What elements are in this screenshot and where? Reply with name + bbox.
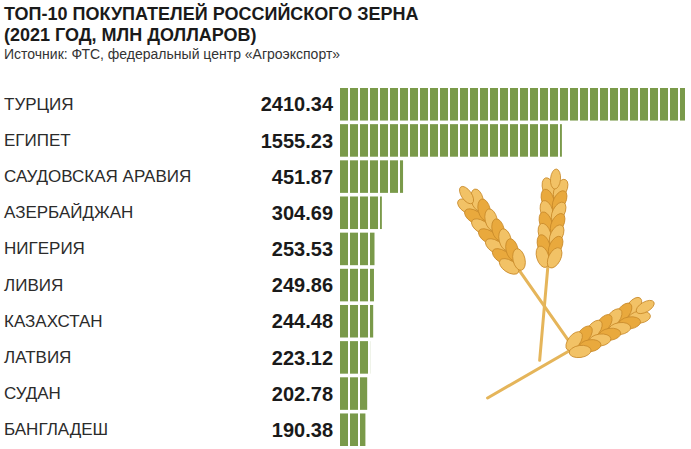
wheat-grain xyxy=(634,298,656,317)
bar xyxy=(338,377,367,410)
category-label: НИГЕРИЯ xyxy=(4,239,85,258)
category-label: БАНГЛАДЕШ xyxy=(4,420,108,439)
bar xyxy=(338,233,374,266)
data-labels: 2410.34 1555.23 451.87 304.69 253.53 249.86 24… xyxy=(261,93,334,440)
wheat-grain xyxy=(550,169,562,190)
data-label: 304.69 xyxy=(272,202,333,224)
title: ТОП-10 ПОКУПАТЕЛЕЙ РОССИЙСКОГО ЗЕРНА(202… xyxy=(4,3,419,45)
y-tick: АЗЕРБАЙДЖАН xyxy=(4,203,133,222)
category-label: ЛАТВИЯ xyxy=(4,348,71,367)
wheat-stem xyxy=(488,310,640,398)
wheat-grain xyxy=(457,184,477,206)
subtitle: Источник: ФТС, федеральный центр «Агроэк… xyxy=(4,46,340,62)
category-label: САУДОВСКАЯ АРАВИЯ xyxy=(4,167,191,186)
wheat-ear xyxy=(480,288,662,411)
data-label: 223.12 xyxy=(272,347,333,369)
bar xyxy=(338,341,370,374)
wheat-ear xyxy=(448,178,590,362)
bars xyxy=(338,88,685,446)
bar xyxy=(338,88,685,121)
bar xyxy=(338,305,373,338)
y-tick: ЛАТВИЯ xyxy=(4,348,71,367)
category-label: ЕГИПЕТ xyxy=(4,131,71,150)
category-label: ЛИВИЯ xyxy=(4,276,63,295)
category-label: ТУРЦИЯ xyxy=(4,95,74,114)
y-tick: ЛИВИЯ xyxy=(4,276,63,295)
wheat-grain xyxy=(544,245,565,270)
data-label: 244.48 xyxy=(272,310,333,332)
bar xyxy=(338,413,365,446)
data-label: 249.86 xyxy=(272,274,333,296)
wheat-grain xyxy=(568,344,591,359)
category-label: СУДАН xyxy=(4,384,61,403)
wheat-grain xyxy=(511,247,528,271)
y-tick: САУДОВСКАЯ АРАВИЯ xyxy=(4,167,191,186)
data-label: 451.87 xyxy=(272,166,333,188)
y-tick: ТУРЦИЯ xyxy=(4,95,74,114)
wheat-illustration xyxy=(448,168,662,412)
bar xyxy=(338,196,382,229)
y-tick: СУДАН xyxy=(4,384,61,403)
data-label: 190.38 xyxy=(272,419,333,441)
chart: ТОП-10 ПОКУПАТЕЛЕЙ РОССИЙСКОГО ЗЕРНА(202… xyxy=(0,0,691,449)
wheat-ear xyxy=(524,168,572,362)
bar xyxy=(338,269,374,302)
y-tick: ЕГИПЕТ xyxy=(4,131,71,150)
y-axis: ТУРЦИЯ ЕГИПЕТ САУДОВСКАЯ АРАВИЯ АЗЕРБАЙДЖАН… xyxy=(4,95,191,439)
category-label: АЗЕРБАЙДЖАН xyxy=(4,203,133,222)
data-label: 1555.23 xyxy=(261,130,333,152)
y-tick: БАНГЛАДЕШ xyxy=(4,420,108,439)
y-tick: НИГЕРИЯ xyxy=(4,239,85,258)
data-label: 253.53 xyxy=(272,238,333,260)
bar xyxy=(338,160,403,193)
wheat-stem xyxy=(470,200,577,353)
data-label: 202.78 xyxy=(272,383,333,405)
y-tick: КАЗАХСТАН xyxy=(4,312,103,331)
data-label: 2410.34 xyxy=(261,93,334,115)
category-label: КАЗАХСТАН xyxy=(4,312,103,331)
bar xyxy=(338,124,562,157)
